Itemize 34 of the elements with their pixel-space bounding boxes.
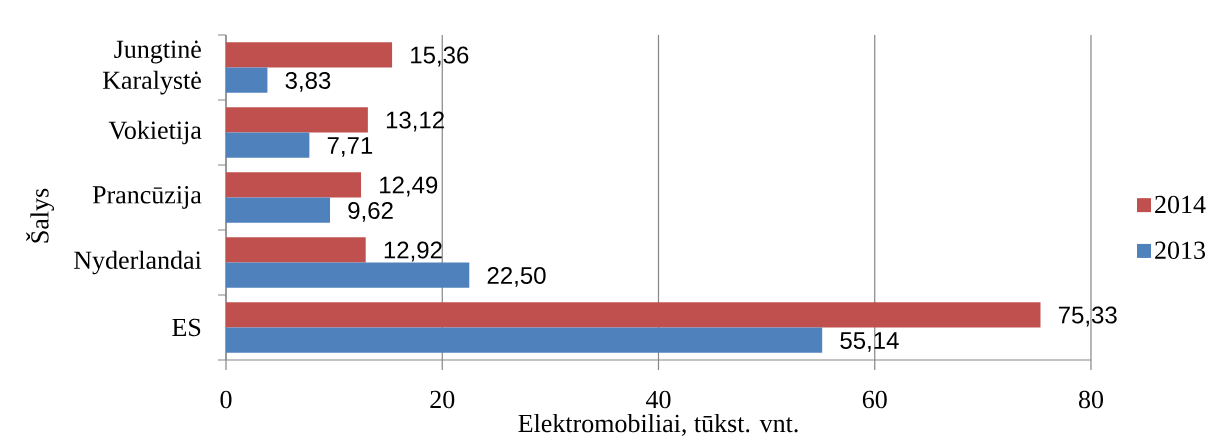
y-axis-title: Šalys	[26, 188, 55, 243]
bar	[226, 67, 268, 93]
x-tick-label: 60	[862, 390, 887, 409]
data-label: 9,62	[348, 201, 393, 222]
bar	[226, 327, 823, 353]
x-tick-label: 80	[1078, 390, 1103, 409]
x-tick-label: 0	[220, 390, 232, 409]
data-label: 55,14	[840, 332, 899, 352]
bar	[226, 42, 393, 68]
data-label: 15,36	[411, 46, 469, 67]
data-label: 7,71	[327, 137, 373, 157]
x-tick-label: 20	[430, 390, 455, 409]
y-tick-label: Vokietija	[108, 120, 202, 145]
bar	[226, 237, 366, 263]
bar	[226, 132, 310, 158]
data-label: 3,83	[285, 71, 331, 92]
data-label: 12,92	[384, 241, 442, 262]
x-axis-title: Elektromobiliai, tūkst. vnt.	[518, 413, 798, 436]
y-tick-label: Jungtinė Karalystė	[102, 40, 201, 95]
bar	[226, 172, 362, 198]
bar	[226, 107, 368, 133]
x-tick-label: 40	[646, 390, 671, 409]
data-label: 75,33	[1058, 306, 1117, 327]
bar	[226, 302, 1041, 328]
data-label: 13,12	[386, 111, 444, 132]
y-tick-label: ES	[172, 318, 201, 337]
legend-label: 2014	[1155, 195, 1206, 214]
y-tick-label: Prancūzija	[92, 186, 202, 209]
data-label: 22,50	[487, 266, 546, 287]
y-tick-label: Nyderlandai	[74, 250, 202, 275]
data-label: 12,49	[380, 176, 438, 197]
bar	[226, 262, 470, 288]
bar	[226, 197, 331, 223]
legend-label: 2013	[1155, 241, 1205, 260]
